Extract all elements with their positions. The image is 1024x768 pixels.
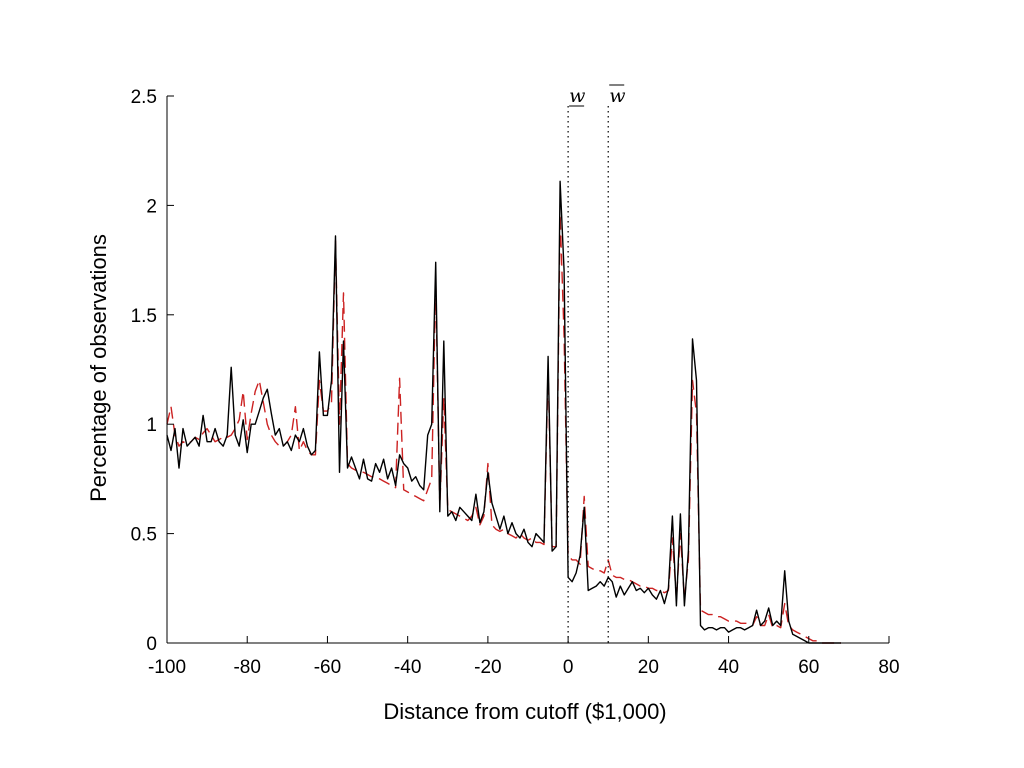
y-tick-label: 2 (146, 196, 157, 217)
x-tick-label: -40 (394, 657, 421, 678)
solid-series-line (166, 180, 841, 644)
cutoff-marker-label: w (569, 85, 585, 107)
x-axis-title: Distance from cutoff ($1,000) (383, 699, 666, 724)
series-layer (166, 180, 841, 644)
y-tick-label: 1 (146, 415, 157, 436)
x-tick-label: 80 (878, 657, 899, 678)
y-tick-label: 1.5 (131, 306, 157, 327)
y-tick-label: 0 (146, 634, 157, 655)
x-tick-label: 20 (638, 657, 659, 678)
y-tick-label: 2.5 (131, 87, 157, 108)
x-tick-label: 40 (718, 657, 739, 678)
axes: -100 -80 -60 -40 -20 0 20 40 60 80 0 0.5 1 1.5 2 2.5 (131, 87, 900, 678)
y-axis-title: Percentage of observations (86, 234, 111, 502)
x-tick-label: -60 (314, 657, 341, 678)
x-tick-label: -100 (148, 657, 186, 678)
x-tick-label: -80 (233, 657, 260, 678)
x-tick-label: 0 (563, 657, 574, 678)
y-tick-label: 0.5 (131, 525, 157, 546)
cutoff-marker-label: w (609, 85, 625, 107)
x-axis-ticks: -100 -80 -60 -40 -20 0 20 40 60 80 (148, 636, 900, 678)
x-tick-label: -20 (474, 657, 501, 678)
x-tick-label: 60 (798, 657, 819, 678)
dashed-series-line (166, 213, 841, 644)
y-axis-ticks: 0 0.5 1 1.5 2 2.5 (131, 87, 174, 655)
